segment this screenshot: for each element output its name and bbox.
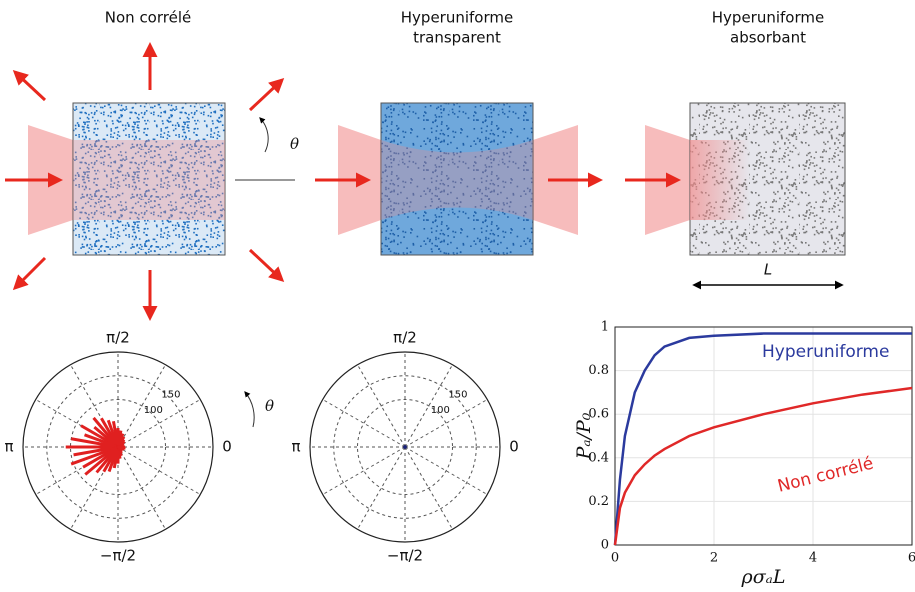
- theta-tick-label: π: [4, 438, 13, 456]
- series-line: [615, 334, 912, 545]
- theta-tick-label: 0: [222, 438, 232, 456]
- beam: [73, 140, 225, 220]
- theta-tick-label: π: [291, 438, 300, 456]
- r-tick-label: 150: [448, 389, 467, 400]
- polar-spike: [118, 447, 125, 448]
- r-tick-label: 100: [431, 405, 450, 416]
- theta-label: θ: [290, 135, 299, 153]
- x-tick-label: 6: [908, 551, 915, 566]
- x-tick-label: 0: [611, 551, 619, 566]
- theta-tick-label: π/2: [106, 329, 130, 347]
- beam: [690, 140, 750, 220]
- r-tick-label: 100: [144, 405, 163, 416]
- theta-tick-label: −π/2: [387, 547, 423, 565]
- grid-spoke: [323, 400, 405, 448]
- polar-spike: [405, 447, 406, 448]
- theta-label: θ: [265, 397, 274, 415]
- figure: θ L Non corrélé Hyperuniforme transparent H…: [0, 0, 915, 592]
- y-tick-label: 1: [601, 320, 609, 335]
- theta-tick-label: π/2: [393, 329, 417, 347]
- x-axis-label: ρσₐL: [741, 566, 786, 588]
- y-tick-label: 0.2: [588, 494, 609, 509]
- series-label: Non corrélé: [776, 454, 876, 497]
- length-label: L: [764, 261, 772, 279]
- angle-arrow: [260, 118, 268, 152]
- panel-title: absorbant: [730, 29, 806, 47]
- panel-title: Non corrélé: [105, 9, 191, 27]
- grid-spoke: [358, 447, 406, 529]
- panel-title: transparent: [413, 29, 501, 47]
- grid-spoke: [323, 447, 405, 495]
- r-tick-label: 150: [161, 389, 180, 400]
- panel-title: Hyperuniforme: [712, 9, 824, 27]
- x-tick-label: 2: [710, 551, 718, 566]
- theta-tick-label: −π/2: [100, 547, 136, 565]
- angle-arrow: [245, 392, 254, 427]
- theta-tick-label: 0: [509, 438, 519, 456]
- x-tick-label: 4: [809, 551, 817, 566]
- y-axis-label: Pₐ/P₀: [573, 412, 595, 460]
- y-tick-label: 0.8: [588, 363, 609, 378]
- panel-title: Hyperuniforme: [401, 9, 513, 27]
- series-label: Hyperuniforme: [762, 342, 889, 362]
- y-tick-label: 0: [601, 538, 609, 553]
